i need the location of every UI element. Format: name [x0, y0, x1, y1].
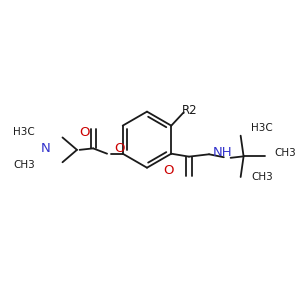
- Text: H3C: H3C: [251, 123, 273, 133]
- Text: O: O: [163, 164, 173, 177]
- Text: CH3: CH3: [13, 160, 35, 170]
- Text: R2: R2: [182, 104, 197, 117]
- Text: O: O: [114, 142, 125, 155]
- Text: CH3: CH3: [274, 148, 296, 158]
- Text: H3C: H3C: [13, 127, 35, 137]
- Text: NH: NH: [213, 146, 233, 160]
- Text: N: N: [41, 142, 51, 155]
- Text: O: O: [79, 126, 89, 139]
- Text: CH3: CH3: [251, 172, 273, 182]
